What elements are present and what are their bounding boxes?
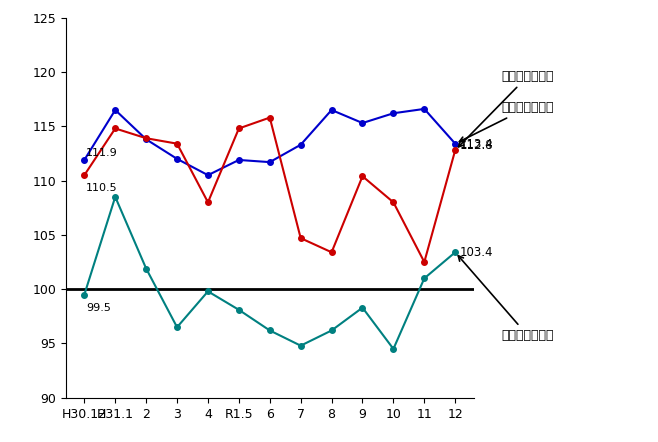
Text: 113.4: 113.4 xyxy=(460,138,494,151)
Text: 103.4: 103.4 xyxy=(460,245,494,259)
Text: 112.8: 112.8 xyxy=(460,139,494,152)
Text: 【緑】生鮮野菜: 【緑】生鮮野菜 xyxy=(458,256,554,342)
Text: 110.5: 110.5 xyxy=(86,183,118,194)
Text: 【赤】生鮮果物: 【赤】生鮮果物 xyxy=(459,69,554,147)
Text: 【青】生鮮魚介: 【青】生鮮魚介 xyxy=(459,101,554,141)
Text: 111.9: 111.9 xyxy=(86,148,118,158)
Text: 99.5: 99.5 xyxy=(86,303,111,313)
